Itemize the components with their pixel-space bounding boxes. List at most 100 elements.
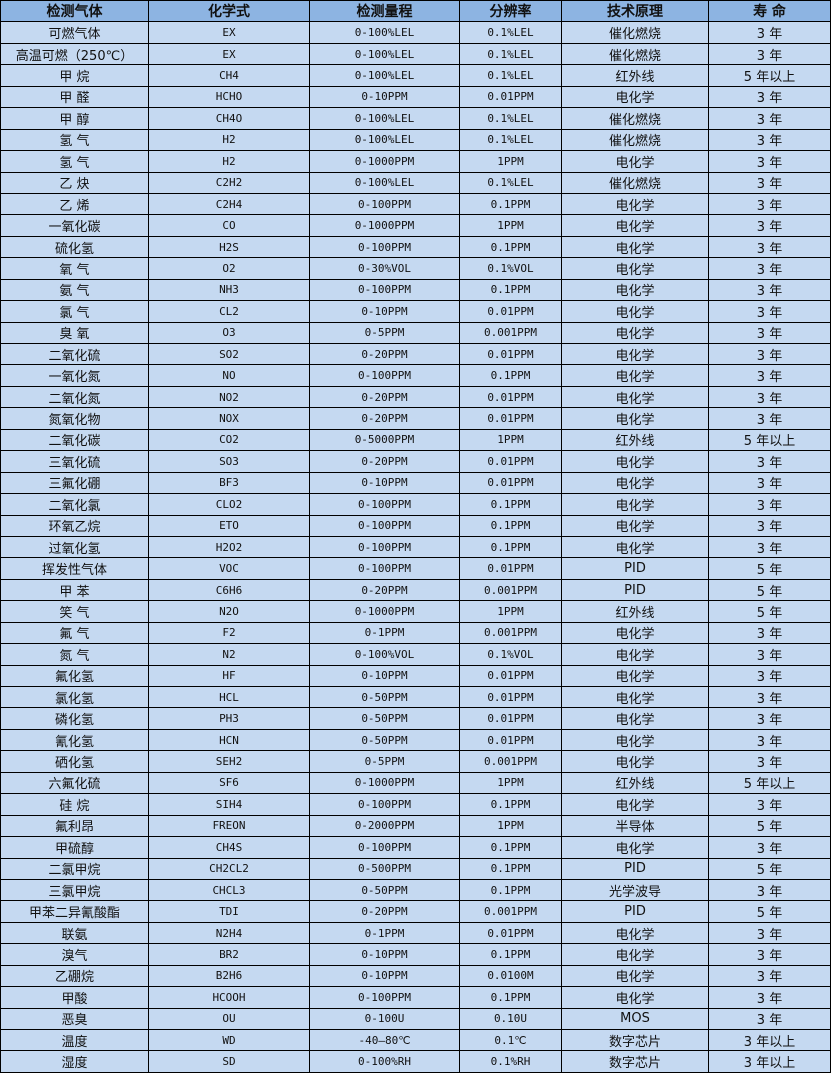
lifespan-cell: 3 年 [708, 493, 831, 516]
formula-cell: CO [148, 214, 310, 237]
table-row: 甲 苯 C6H6 0-20PPM 0.001PPM PID 5 年 [0, 578, 831, 602]
principle-cell: PID [561, 857, 709, 880]
formula-cell: CLO2 [148, 493, 310, 516]
principle-cell: 电化学 [561, 85, 709, 109]
formula-cell: OU [148, 1007, 310, 1031]
principle-cell: PID [561, 557, 709, 580]
resolution-cell: 0.1℃ [459, 1028, 562, 1052]
resolution-cell: 0.1%LEL [459, 128, 562, 152]
table-row: 一氧化碳 CO 0-1000PPM 1PPM 电化学 3 年 [0, 214, 831, 237]
table-row: 乙硼烷 B2H6 0-10PPM 0.0100M 电化学 3 年 [0, 964, 831, 988]
principle-cell: 催化燃烧 [561, 42, 709, 66]
gas-cell: 氯 气 [0, 300, 149, 323]
resolution-cell: 0.1PPM [459, 793, 562, 816]
table-row: 湿度 SD 0-100%RH 0.1%RH 数字芯片 3 年以上 [0, 1050, 831, 1073]
table-row: 过氧化氢 H2O2 0-100PPM 0.1PPM 电化学 3 年 [0, 535, 831, 559]
gas-cell: 甲 醛 [0, 85, 149, 109]
principle-cell: 电化学 [561, 728, 709, 752]
header-resolution: 分辨率 [459, 0, 562, 23]
table-row: 甲 醇 CH4O 0-100%LEL 0.1%LEL 催化燃烧 3 年 [0, 107, 831, 130]
lifespan-cell: 3 年以上 [708, 1028, 831, 1052]
header-row: 检测气体 化学式 检测量程 分辨率 技术原理 寿 命 [0, 0, 831, 23]
range-cell: 0-100PPM [309, 557, 460, 580]
formula-cell: H2 [148, 150, 310, 173]
lifespan-cell: 3 年 [708, 750, 831, 773]
lifespan-cell: 3 年 [708, 107, 831, 130]
range-cell: 0-10PPM [309, 964, 460, 988]
range-cell: 0-5PPM [309, 750, 460, 773]
resolution-cell: 0.01PPM [459, 300, 562, 323]
principle-cell: 电化学 [561, 342, 709, 366]
range-cell: 0-100%LEL [309, 171, 460, 194]
resolution-cell: 0.1PPM [459, 514, 562, 537]
formula-cell: CH4O [148, 107, 310, 130]
lifespan-cell: 3 年 [708, 1007, 831, 1031]
gas-cell: 乙 烯 [0, 192, 149, 216]
principle-cell: 半导体 [561, 814, 709, 838]
formula-cell: H2S [148, 235, 310, 259]
formula-cell: HF [148, 664, 310, 688]
lifespan-cell: 3 年 [708, 85, 831, 109]
table-row: 溴气 BR2 0-10PPM 0.1PPM 电化学 3 年 [0, 943, 831, 966]
resolution-cell: 1PPM [459, 771, 562, 795]
resolution-cell: 1PPM [459, 150, 562, 173]
lifespan-cell: 5 年 [708, 578, 831, 602]
principle-cell: 催化燃烧 [561, 171, 709, 194]
resolution-cell: 0.01PPM [459, 664, 562, 688]
resolution-cell: 0.01PPM [459, 85, 562, 109]
lifespan-cell: 3 年 [708, 21, 831, 44]
principle-cell: PID [561, 900, 709, 923]
gas-cell: 笑 气 [0, 600, 149, 623]
gas-cell: 一氧化氮 [0, 364, 149, 387]
table-row: 氟利昂 FREON 0-2000PPM 1PPM 半导体 5 年 [0, 814, 831, 838]
principle-cell: 电化学 [561, 664, 709, 688]
lifespan-cell: 3 年 [708, 150, 831, 173]
gas-cell: 二氧化氯 [0, 493, 149, 516]
formula-cell: SO2 [148, 342, 310, 366]
table-row: 氯 气 CL2 0-10PPM 0.01PPM 电化学 3 年 [0, 300, 831, 323]
principle-cell: PID [561, 578, 709, 602]
lifespan-cell: 3 年 [708, 128, 831, 152]
gas-cell: 氧 气 [0, 257, 149, 280]
range-cell: 0-100%VOL [309, 643, 460, 666]
lifespan-cell: 3 年 [708, 664, 831, 688]
gas-cell: 甲苯二异氰酸酯 [0, 900, 149, 923]
formula-cell: C2H4 [148, 192, 310, 216]
range-cell: 0-20PPM [309, 578, 460, 602]
resolution-cell: 0.1PPM [459, 535, 562, 559]
gas-cell: 三氧化硫 [0, 450, 149, 473]
lifespan-cell: 3 年 [708, 321, 831, 345]
principle-cell: 电化学 [561, 278, 709, 302]
table-row: 氮 气 N2 0-100%VOL 0.1%VOL 电化学 3 年 [0, 643, 831, 666]
range-cell: -40—80℃ [309, 1028, 460, 1052]
table-row: 三氟化硼 BF3 0-10PPM 0.01PPM 电化学 3 年 [0, 471, 831, 495]
table-row: 挥发性气体 VOC 0-100PPM 0.01PPM PID 5 年 [0, 557, 831, 580]
lifespan-cell: 3 年以上 [708, 1050, 831, 1073]
range-cell: 0-1000PPM [309, 150, 460, 173]
formula-cell: O3 [148, 321, 310, 345]
resolution-cell: 0.01PPM [459, 342, 562, 366]
principle-cell: 电化学 [561, 621, 709, 645]
lifespan-cell: 3 年 [708, 278, 831, 302]
range-cell: 0-20PPM [309, 342, 460, 366]
range-cell: 0-100U [309, 1007, 460, 1031]
table-row: 氰化氢 HCN 0-50PPM 0.01PPM 电化学 3 年 [0, 728, 831, 752]
range-cell: 0-10PPM [309, 471, 460, 495]
lifespan-cell: 3 年 [708, 235, 831, 259]
table-row: 甲 醛 HCHO 0-10PPM 0.01PPM 电化学 3 年 [0, 85, 831, 109]
range-cell: 0-100PPM [309, 514, 460, 537]
formula-cell: BF3 [148, 471, 310, 495]
range-cell: 0-1PPM [309, 921, 460, 945]
resolution-cell: 0.01PPM [459, 921, 562, 945]
lifespan-cell: 3 年 [708, 836, 831, 859]
lifespan-cell: 3 年 [708, 707, 831, 730]
gas-cell: 恶臭 [0, 1007, 149, 1031]
resolution-cell: 0.001PPM [459, 750, 562, 773]
resolution-cell: 0.1%LEL [459, 42, 562, 66]
range-cell: 0-100PPM [309, 836, 460, 859]
table-row: 硫化氢 H2S 0-100PPM 0.1PPM 电化学 3 年 [0, 235, 831, 259]
table-row: 二氧化碳 CO2 0-5000PPM 1PPM 红外线 5 年以上 [0, 428, 831, 452]
range-cell: 0-20PPM [309, 900, 460, 923]
principle-cell: 电化学 [561, 685, 709, 709]
gas-cell: 溴气 [0, 943, 149, 966]
